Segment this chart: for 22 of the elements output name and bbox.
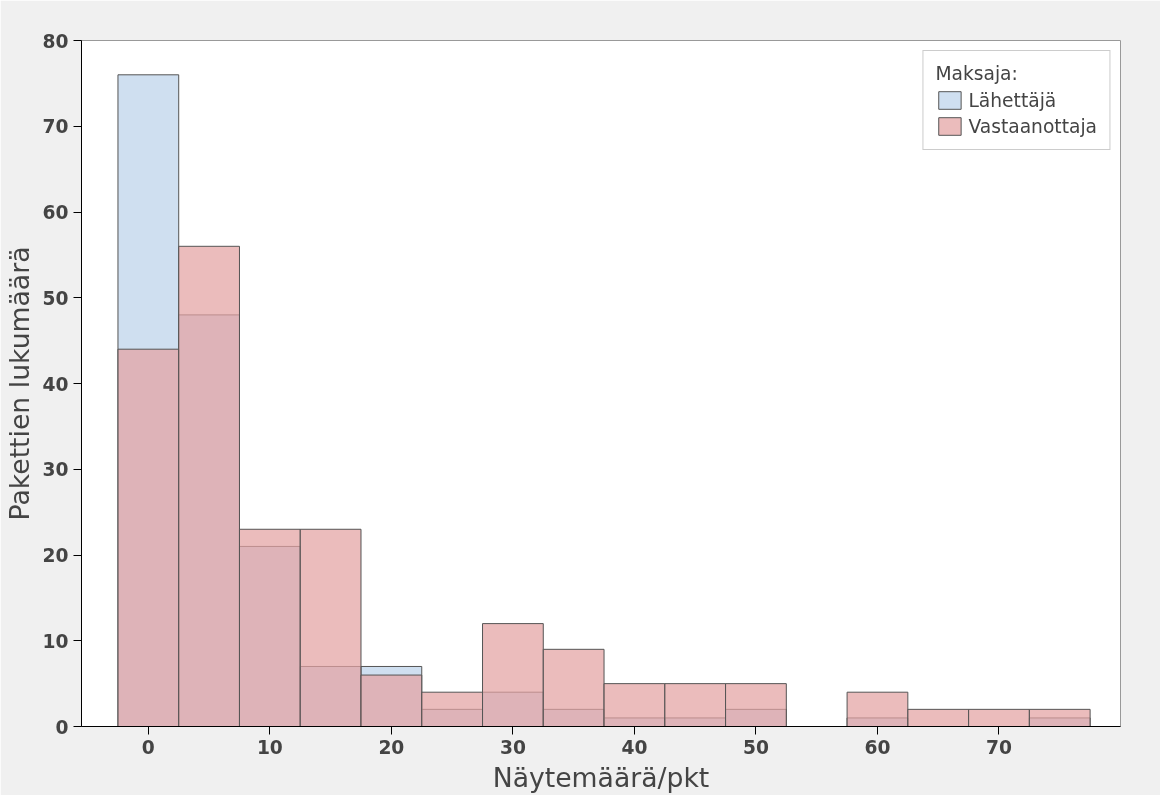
y-tick-label: 20 [42, 545, 69, 566]
y-tick-label: 0 [55, 716, 69, 738]
legend-title: Maksaja: [935, 63, 1019, 84]
legend-label: Lähettäjä [968, 89, 1057, 111]
y-tick-label: 50 [42, 287, 69, 309]
x-tick-label: 20 [378, 736, 405, 758]
y-axis-title: Pakettien lukumäärä [3, 246, 35, 521]
x-tick-label: 70 [986, 736, 1012, 758]
y-tick-label: 60 [42, 202, 69, 223]
y-tick-label: 70 [42, 116, 69, 138]
y-tick-label: 30 [42, 459, 69, 481]
y-tick-label: 40 [42, 373, 69, 395]
x-tick-label: 50 [742, 736, 769, 758]
x-tick-label: 10 [256, 736, 283, 758]
x-tick-label: 40 [621, 736, 648, 758]
x-axis-title: Näytemäärä/pkt [492, 761, 710, 793]
x-tick-label: 0 [141, 736, 155, 758]
y-tick-label: 80 [42, 30, 69, 52]
x-tick-label: 30 [499, 736, 526, 758]
legend-label: Vastaanottaja [968, 115, 1097, 137]
y-tick-label: 10 [42, 630, 69, 652]
x-tick-label: 60 [864, 736, 891, 758]
